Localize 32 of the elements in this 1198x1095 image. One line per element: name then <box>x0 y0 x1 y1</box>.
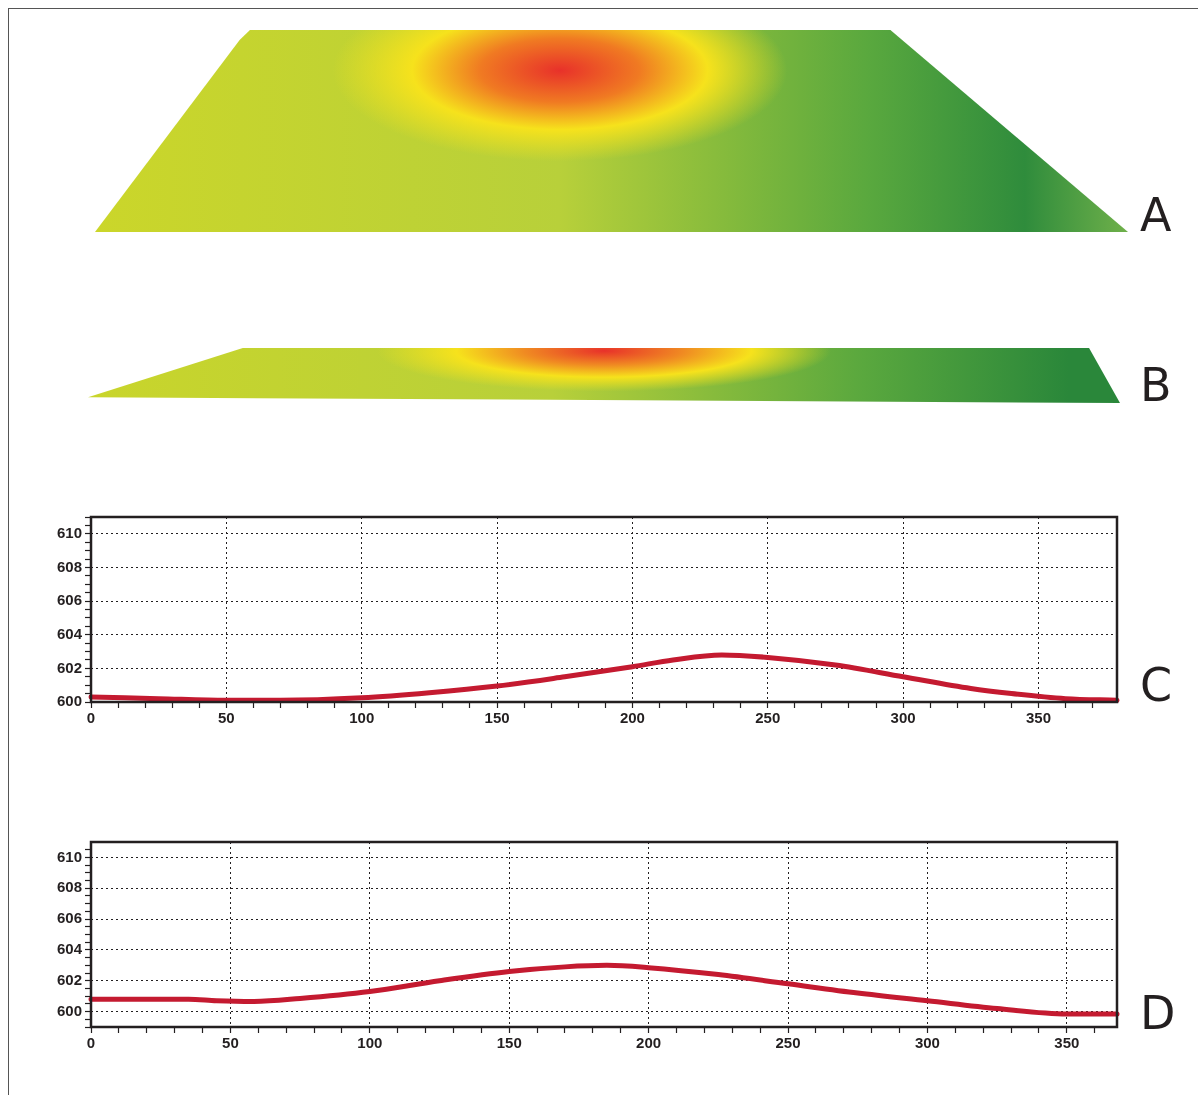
y-tick-label: 602 <box>56 970 82 988</box>
y-tick-label: 610 <box>56 847 82 865</box>
x-tick-label: 100 <box>357 1034 383 1052</box>
x-tick-label: 0 <box>86 1034 96 1052</box>
x-tick-label: 250 <box>755 709 781 727</box>
x-tick-label: 50 <box>218 709 235 727</box>
x-tick-label: 50 <box>222 1034 239 1052</box>
y-tick-label: 606 <box>56 591 82 609</box>
x-tick-label: 100 <box>349 709 375 727</box>
y-tick-label: 600 <box>56 1001 82 1019</box>
y-tick-label: 604 <box>56 624 83 642</box>
y-tick-label: 600 <box>56 692 82 710</box>
text: A <box>1140 188 1172 242</box>
x-tick-label: 300 <box>890 709 916 727</box>
y-tick-label: 608 <box>56 878 82 896</box>
x-tick-label: 150 <box>484 709 510 727</box>
x-tick-label: 350 <box>1054 1034 1080 1052</box>
x-tick-label: 300 <box>914 1034 940 1052</box>
y-tick-label: 604 <box>56 940 83 958</box>
x-tick-label: 200 <box>619 709 645 727</box>
text: B <box>1140 358 1172 412</box>
y-tick-label: 606 <box>56 909 82 927</box>
x-tick-label: 200 <box>636 1034 662 1052</box>
y-tick-label: 608 <box>56 557 82 575</box>
x-tick-label: 250 <box>775 1034 801 1052</box>
text: C <box>1140 658 1173 712</box>
y-tick-label: 610 <box>56 523 82 541</box>
x-tick-label: 150 <box>496 1034 522 1052</box>
x-tick-label: 350 <box>1025 709 1052 727</box>
text: D <box>1140 986 1176 1040</box>
y-tick-label: 602 <box>56 658 82 676</box>
x-tick-label: 0 <box>86 709 96 727</box>
